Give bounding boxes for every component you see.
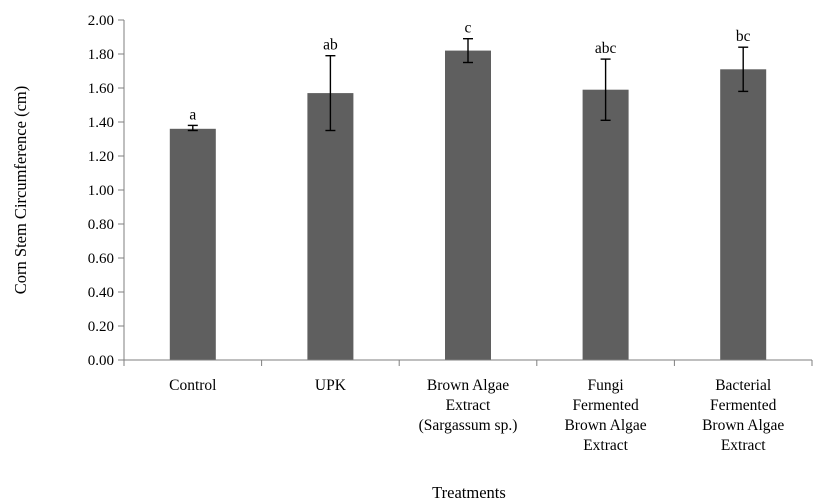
y-tick-label: 0.00 xyxy=(88,353,114,369)
significance-label: bc xyxy=(736,28,751,45)
y-axis-ticks: 0.00 0.20 0.40 0.60 0.80 1.00 1.20 1.40 1.60 1.80… xyxy=(88,13,813,369)
y-tick-label: 0.40 xyxy=(88,285,114,301)
x-category-label: Fungi Fermented Brown Algae Extract xyxy=(564,377,646,454)
y-tick-label: 0.80 xyxy=(88,217,114,233)
significance-label: ab xyxy=(323,37,338,54)
y-axis-title: Corn Stem Circumference (cm) xyxy=(11,86,30,294)
y-tick-label: 1.20 xyxy=(88,149,114,165)
y-tick-label: 2.00 xyxy=(88,13,114,29)
y-tick-label: 1.00 xyxy=(88,183,114,199)
x-category-label: Control xyxy=(169,377,216,394)
x-category-label-line: Fermented xyxy=(572,397,639,414)
significance-label: a xyxy=(189,106,196,123)
x-category-label-line: Bacterial xyxy=(715,377,771,394)
y-tick-label: 1.40 xyxy=(88,115,114,131)
x-category-label: Bacterial Fermented Brown Algae Extract xyxy=(702,377,784,454)
error-bars xyxy=(187,38,749,132)
x-category-label-line: Control xyxy=(169,377,216,394)
x-axis-title: Treatments xyxy=(432,483,506,502)
y-tick-label: 0.20 xyxy=(88,319,114,335)
x-category-label-line: Fungi xyxy=(588,377,625,394)
x-category-label-line: (Sargassum sp.) xyxy=(419,417,518,434)
y-tick-label: 1.60 xyxy=(88,81,114,97)
x-category-label-line: Extract xyxy=(446,397,491,414)
x-category-label-line: Fermented xyxy=(710,397,777,414)
significance-label: abc xyxy=(595,40,617,57)
bar xyxy=(307,93,354,360)
bar xyxy=(169,128,216,360)
x-category-label: UPK xyxy=(315,377,347,394)
x-category-label-line: Brown Algae xyxy=(427,377,509,394)
x-category-label-line: Extract xyxy=(721,437,766,454)
x-category-label: Brown Algae Extract (Sargassum sp.) xyxy=(419,377,518,434)
x-category-label-line: Extract xyxy=(583,437,628,454)
x-category-label-line: Brown Algae xyxy=(564,417,646,434)
bar xyxy=(445,50,491,360)
y-tick-label: 0.60 xyxy=(88,251,114,267)
x-axis-category-labels: Control UPK Brown Algae Extract (Sargassum s… xyxy=(169,377,784,454)
significance-label: c xyxy=(465,20,472,37)
bar xyxy=(582,89,629,360)
bar xyxy=(720,69,767,361)
x-category-label-line: Brown Algae xyxy=(702,417,784,434)
x-category-label-line: UPK xyxy=(315,377,347,394)
bars xyxy=(169,50,767,361)
y-tick-label: 1.80 xyxy=(88,47,114,63)
